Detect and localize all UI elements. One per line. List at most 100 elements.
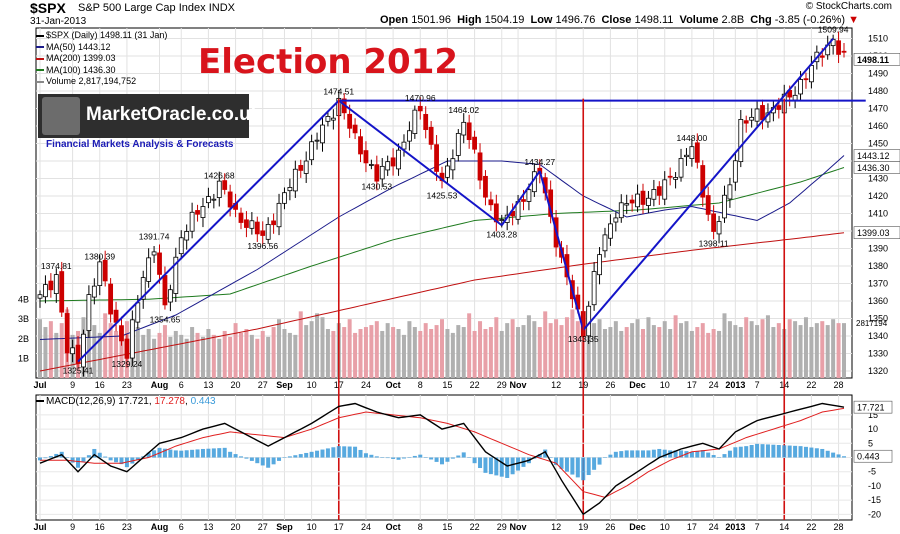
macd-x-tick-label: 20 xyxy=(231,522,241,532)
candle-body xyxy=(646,197,651,206)
macd-histogram-bar xyxy=(646,450,651,458)
high-value: 1504.19 xyxy=(484,14,525,26)
volume-bar xyxy=(48,321,53,378)
volume-bar xyxy=(325,329,330,378)
trend-line xyxy=(338,99,503,227)
volume-bar xyxy=(391,327,396,378)
macd-histogram-bar xyxy=(363,453,368,458)
logo-tagline: Financial Markets Analysis & Forecasts xyxy=(46,139,234,150)
candle-body xyxy=(819,55,825,58)
macd-histogram-bar xyxy=(494,457,499,476)
candle-body xyxy=(309,141,315,161)
candle-body xyxy=(119,325,124,342)
candle-body xyxy=(59,271,65,313)
macd-histogram-bar xyxy=(43,457,48,459)
trend-line xyxy=(538,170,585,331)
macd-x-tick-label: 6 xyxy=(179,522,184,532)
volume-bar xyxy=(86,329,91,378)
price-annotation: 1430.53 xyxy=(361,182,392,192)
volume-bar xyxy=(456,325,461,378)
candle-body xyxy=(385,161,391,171)
price-annotation: 1398.11 xyxy=(699,238,729,248)
price-tag-label: 1443.12 xyxy=(857,151,890,161)
volume-bar xyxy=(532,321,537,378)
macd-x-tick-label: 14 xyxy=(779,522,789,532)
macd-histogram-bar xyxy=(700,450,705,458)
volume-bar xyxy=(190,327,195,378)
volume-bar xyxy=(239,332,243,378)
macd-histogram-bar xyxy=(179,450,184,458)
volume-bar xyxy=(423,323,428,378)
price-annotation: 1470.96 xyxy=(405,93,436,103)
macd-histogram-bar xyxy=(548,457,553,458)
macd-histogram-bar xyxy=(342,446,347,458)
macd-histogram-bar xyxy=(315,450,320,458)
macd-histogram-bar xyxy=(510,457,515,475)
macd-histogram-bar xyxy=(516,457,521,471)
volume-bar xyxy=(602,329,607,378)
candle-body xyxy=(722,194,727,219)
macd-histogram-bar xyxy=(673,450,678,458)
candle-body xyxy=(37,294,43,299)
ohlc-readout: Open 1501.96 High 1504.19 Low 1496.76 Cl… xyxy=(380,14,860,26)
legend-volume: Volume 2,817,194,752 xyxy=(36,76,167,88)
candle-body xyxy=(445,165,450,178)
volume-bar xyxy=(505,323,510,378)
volume-bar xyxy=(592,323,597,378)
candle-body xyxy=(206,196,211,204)
candle-body xyxy=(434,144,439,172)
volume-bar xyxy=(266,336,271,378)
macd-histogram-bar xyxy=(586,457,591,476)
candle-body xyxy=(417,105,423,112)
candle-body xyxy=(700,165,706,198)
macd-histogram-bar xyxy=(266,457,271,468)
candle-body xyxy=(86,294,92,331)
volume-tick-label: 1B xyxy=(18,353,29,363)
macd-x-tick-label: 13 xyxy=(203,522,213,532)
trend-line xyxy=(582,37,834,331)
macd-histogram-bar xyxy=(760,444,765,458)
price-tick-label: 1360 xyxy=(868,296,888,306)
volume-bar xyxy=(755,325,760,378)
x-tick-label: 12 xyxy=(551,380,561,390)
volume-bar xyxy=(613,321,618,378)
price-tick-label: 1370 xyxy=(868,279,888,289)
volume-bar xyxy=(97,332,102,378)
x-tick-label: 9 xyxy=(70,380,75,390)
macd-x-tick-label: 17 xyxy=(687,522,697,532)
candle-body xyxy=(325,116,331,122)
macd-histogram-bar xyxy=(54,453,59,458)
candle-body xyxy=(178,237,184,255)
candle-body xyxy=(358,136,363,155)
symbol: $SPX xyxy=(30,0,66,16)
price-annotation: 1474.51 xyxy=(323,87,354,97)
volume-bar xyxy=(184,338,189,378)
price-tick-label: 1480 xyxy=(868,86,888,96)
candle-body xyxy=(265,223,271,240)
legend-ma100: MA(100) 1436.30 xyxy=(36,65,167,77)
price-annotation: 1425.53 xyxy=(427,190,458,200)
price-tick-label: 1460 xyxy=(868,121,888,131)
macd-histogram-bar xyxy=(641,450,645,458)
macd-histogram-bar xyxy=(211,448,216,458)
macd-histogram-bar xyxy=(543,449,548,458)
volume-bar xyxy=(738,327,743,378)
volume-bar xyxy=(363,327,368,378)
macd-tick-label: 10 xyxy=(868,424,878,434)
candle-body xyxy=(455,133,461,156)
price-annotation: 1509.94 xyxy=(818,25,849,35)
macd-x-tick-label: Jul xyxy=(33,522,46,532)
price-annotation: 1434.27 xyxy=(524,157,555,167)
candle-body xyxy=(53,274,59,294)
volume-bar xyxy=(744,317,749,378)
volume-bar xyxy=(749,321,754,378)
volume-bar xyxy=(651,325,656,378)
stockcharts-credit[interactable]: © StockCharts.com xyxy=(805,1,892,12)
macd-x-tick-label: 10 xyxy=(307,522,317,532)
macd-histogram-bar xyxy=(472,457,477,464)
macd-histogram-bar xyxy=(798,446,803,458)
volume-bar xyxy=(695,327,700,378)
x-tick-label: 24 xyxy=(361,380,371,390)
volume-tick-label: 4B xyxy=(18,295,29,305)
